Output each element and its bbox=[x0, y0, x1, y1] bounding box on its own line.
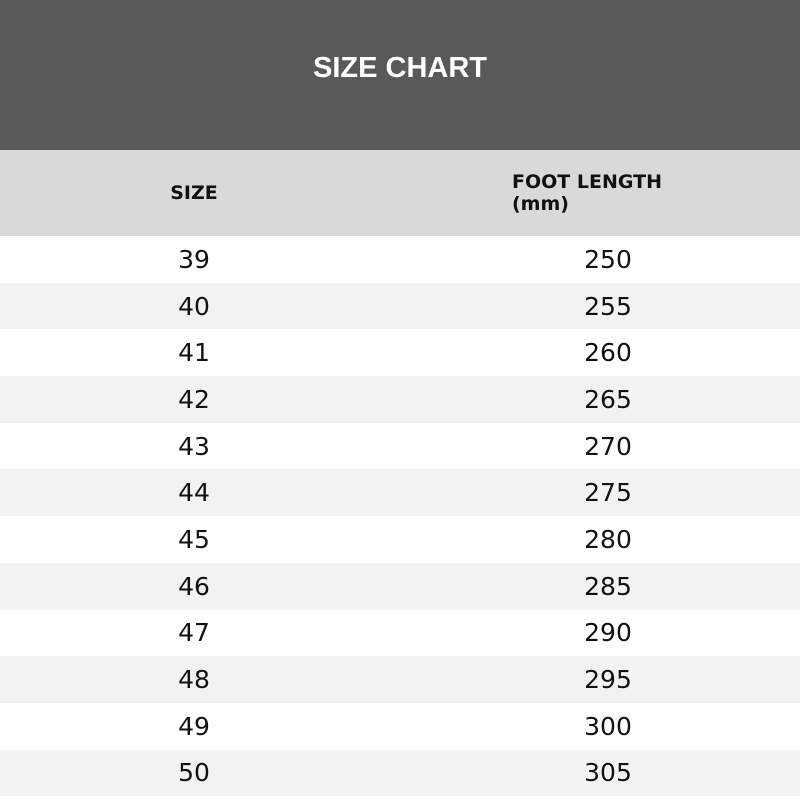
size-cell: 46 bbox=[178, 571, 210, 601]
table-row: 47 290 bbox=[0, 610, 800, 657]
size-cell: 48 bbox=[178, 665, 210, 695]
title-bar: SIZE CHART bbox=[0, 0, 800, 150]
column-header-size: SIZE bbox=[170, 182, 218, 204]
foot-length-cell: 300 bbox=[584, 711, 632, 741]
foot-length-cell: 255 bbox=[584, 291, 632, 321]
foot-length-cell: 250 bbox=[584, 244, 632, 274]
foot-length-cell: 260 bbox=[584, 338, 632, 368]
table-row: 43 270 bbox=[0, 423, 800, 470]
table-row: 46 285 bbox=[0, 562, 800, 610]
table-row: 45 280 bbox=[0, 516, 800, 563]
table-body: 39 250 40 255 41 260 42 265 43 270 44 275 45 280 46 285… bbox=[0, 236, 800, 797]
table-row: 48 295 bbox=[0, 656, 800, 703]
size-cell: 43 bbox=[178, 431, 210, 461]
size-cell: 42 bbox=[178, 384, 210, 414]
size-cell: 41 bbox=[178, 338, 210, 368]
size-cell: 40 bbox=[178, 291, 210, 321]
foot-length-cell: 290 bbox=[584, 618, 632, 648]
foot-length-cell: 280 bbox=[584, 524, 632, 554]
size-cell: 39 bbox=[178, 244, 210, 274]
size-cell: 49 bbox=[178, 711, 210, 741]
table-header: SIZE FOOT LENGTH (mm) bbox=[0, 150, 800, 236]
page-title: SIZE CHART bbox=[313, 51, 487, 84]
foot-length-cell: 305 bbox=[584, 758, 632, 788]
table-row: 39 250 bbox=[0, 236, 800, 283]
table-row: 40 255 bbox=[0, 282, 800, 330]
size-cell: 50 bbox=[178, 758, 210, 788]
table-row: 49 300 bbox=[0, 703, 800, 750]
foot-length-cell: 285 bbox=[584, 571, 632, 601]
column-header-foot-length: FOOT LENGTH (mm) bbox=[512, 171, 662, 215]
foot-length-cell: 295 bbox=[584, 665, 632, 695]
foot-length-cell: 270 bbox=[584, 431, 632, 461]
foot-length-cell: 265 bbox=[584, 384, 632, 414]
size-cell: 44 bbox=[178, 478, 210, 508]
foot-length-cell: 275 bbox=[584, 478, 632, 508]
table-row: 44 275 bbox=[0, 469, 800, 517]
table-row: 50 305 bbox=[0, 749, 800, 797]
size-cell: 45 bbox=[178, 524, 210, 554]
size-cell: 47 bbox=[178, 618, 210, 648]
table-row: 42 265 bbox=[0, 376, 800, 423]
table-row: 41 260 bbox=[0, 329, 800, 376]
